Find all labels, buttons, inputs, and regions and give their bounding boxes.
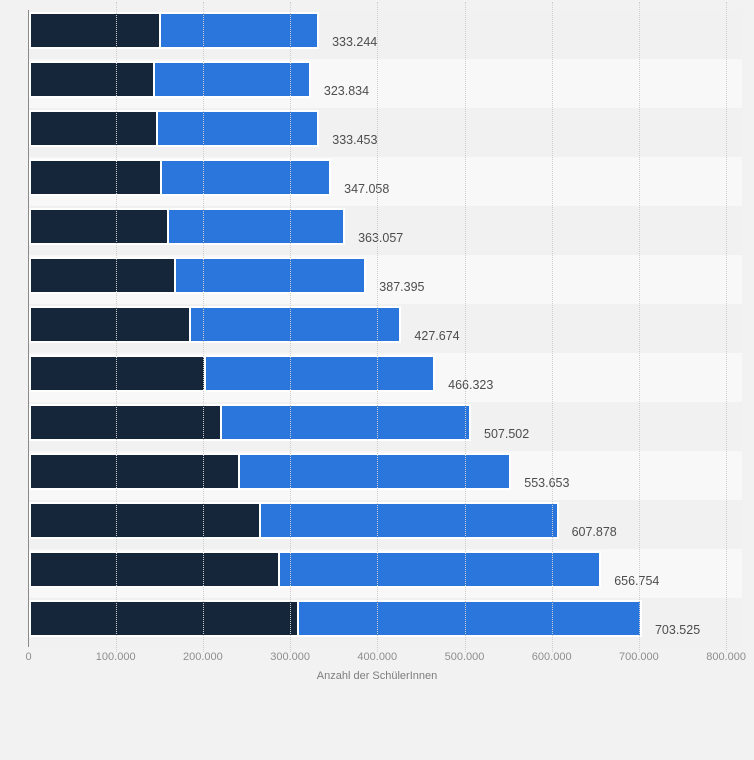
- bar-stack: [28, 109, 320, 147]
- x-tick-label: 300.000: [270, 651, 310, 663]
- bar-segment-dark: [30, 13, 159, 47]
- bar-segment-dark: [30, 111, 156, 145]
- bar-segment-blue: [220, 405, 470, 439]
- bar-segment-blue: [158, 13, 318, 47]
- plot-area: 333.244 323.834 333.453 347.058 363.057 387.3…: [28, 2, 742, 652]
- bar-segment-dark: [30, 160, 161, 194]
- bar-segment-blue: [152, 62, 309, 96]
- x-tick-label: 600.000: [531, 651, 572, 663]
- chart-row: 323.834: [28, 59, 742, 108]
- bar-segment-dark: [30, 356, 205, 390]
- bar-stack: [28, 158, 332, 196]
- x-tick-label: 0: [25, 651, 32, 663]
- chart-row: 553.653: [28, 451, 742, 500]
- x-tick-label: 800.000: [706, 651, 746, 663]
- bar-segment-dark: [30, 503, 260, 537]
- y-axis-line: [28, 10, 29, 647]
- chart-row: 387.395: [28, 255, 742, 304]
- chart-row: 656.754: [28, 549, 742, 598]
- chart-rows: 333.244 323.834 333.453 347.058 363.057 387.3…: [28, 10, 742, 647]
- bar-segment-blue: [173, 258, 365, 292]
- bar-stack: [28, 354, 436, 392]
- bar-stack: [28, 60, 311, 98]
- chart-row: 333.453: [28, 108, 742, 157]
- bar-stack: [28, 11, 320, 49]
- bar-segment-dark: [30, 552, 278, 586]
- chart-row: 703.525: [28, 598, 742, 647]
- bar-segment-blue: [297, 601, 640, 635]
- bar-segment-dark: [30, 209, 167, 243]
- bar-value-label: 347.058: [344, 182, 390, 196]
- bar-segment-blue: [160, 160, 330, 194]
- chart-row: 607.878: [28, 500, 742, 549]
- bar-segment-dark: [30, 405, 221, 439]
- bar-value-label: 466.323: [448, 378, 494, 392]
- bar-value-label: 703.525: [654, 623, 701, 637]
- x-axis-title: Anzahl der SchülerInnen: [316, 670, 438, 682]
- x-tick-label: 200.000: [183, 651, 223, 663]
- bar-value-label: 333.244: [332, 35, 378, 49]
- bar-segment-dark: [30, 601, 297, 635]
- bar-value-label: 427.674: [414, 329, 460, 343]
- x-tick-label: 400.000: [357, 651, 398, 663]
- chart-row: 507.502: [28, 402, 742, 451]
- bar-segment-blue: [155, 111, 318, 145]
- x-tick-label: 100.000: [95, 651, 136, 663]
- bar-segment-dark: [30, 258, 174, 292]
- bar-segment-dark: [30, 454, 238, 488]
- x-axis: 0 100.000 200.000 300.000 400.000 500.000 600.…: [0, 651, 754, 665]
- bar-value-label: 387.395: [379, 280, 425, 294]
- bar-segment-dark: [30, 62, 153, 96]
- bar-segment-dark: [30, 307, 190, 341]
- bar-segment-blue: [237, 454, 510, 488]
- x-tick-label: 700.000: [619, 651, 659, 663]
- bar-stack: [28, 550, 602, 588]
- bar-segment-blue: [259, 503, 557, 537]
- bar-value-label: 553.653: [524, 476, 570, 490]
- bar-stack: [28, 452, 512, 490]
- bar-stack: [28, 256, 367, 294]
- bar-stack: [28, 207, 346, 245]
- chart-row: 363.057: [28, 206, 742, 255]
- bar-segment-blue: [278, 552, 600, 586]
- bar-value-label: 363.057: [358, 231, 404, 245]
- bar-stack: [28, 501, 559, 539]
- bar-segment-blue: [204, 356, 434, 390]
- bar-value-label: 507.502: [484, 427, 530, 441]
- bar-stack: [28, 599, 642, 637]
- chart-row: 333.244: [28, 10, 742, 59]
- bar-segment-blue: [189, 307, 400, 341]
- chart-row: 347.058: [28, 157, 742, 206]
- chart-row: 427.674: [28, 304, 742, 353]
- bar-stack: [28, 403, 472, 441]
- bar-value-label: 333.453: [332, 133, 378, 147]
- bar-value-label: 323.834: [323, 84, 370, 98]
- x-tick-label: 500.000: [444, 651, 485, 663]
- bar-stack: [28, 305, 402, 343]
- bar-value-label: 656.754: [614, 574, 660, 588]
- bar-value-label: 607.878: [571, 525, 617, 539]
- bar-segment-blue: [166, 209, 344, 243]
- chart-row: 466.323: [28, 353, 742, 402]
